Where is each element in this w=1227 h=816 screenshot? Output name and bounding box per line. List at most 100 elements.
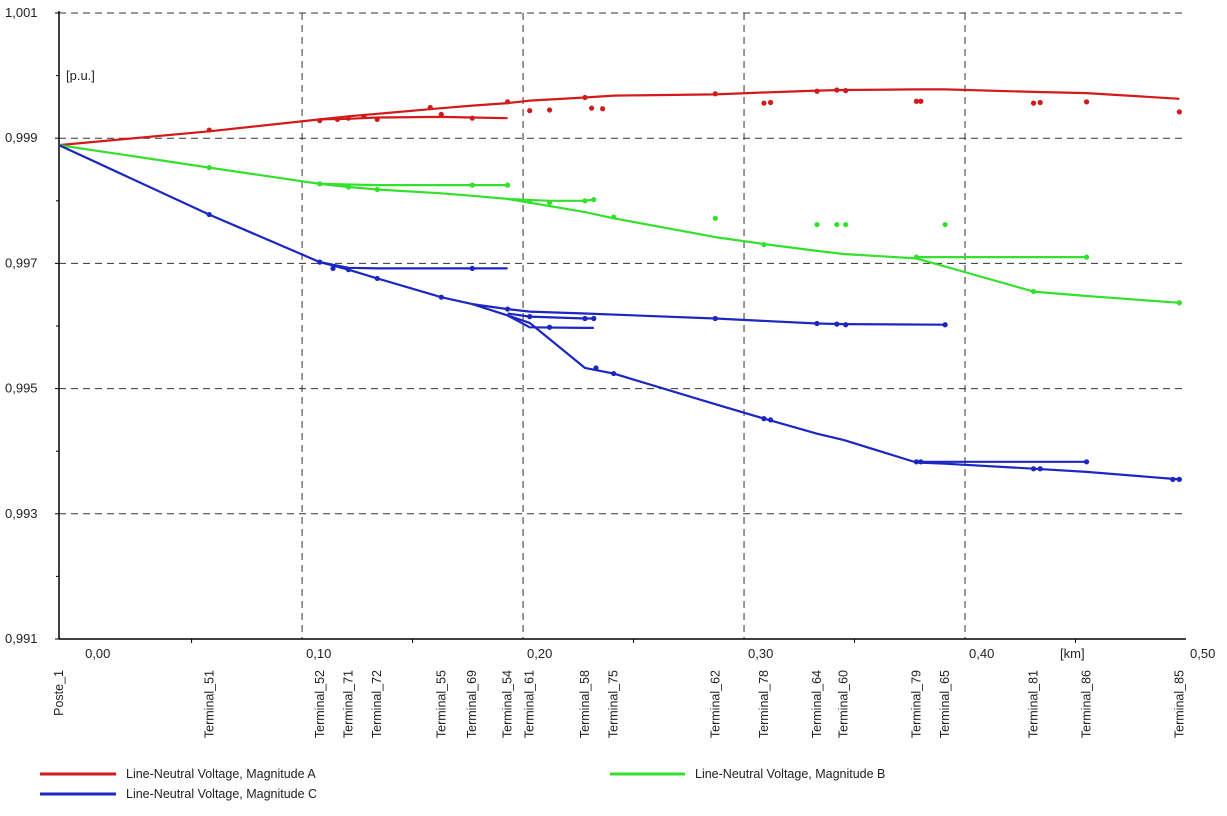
series-point-3: [834, 321, 840, 327]
terminal-label: Terminal_69: [465, 670, 479, 738]
series-point-1: [527, 108, 533, 114]
series-point-3: [767, 417, 774, 423]
series-point-1: [374, 116, 380, 123]
series-point-1: [1083, 99, 1090, 105]
series-point-1: [913, 98, 920, 104]
series-point-3: [942, 322, 948, 328]
terminal-label: Terminal_65: [938, 670, 952, 738]
series-point-2: [814, 221, 820, 228]
series-point-3: [330, 265, 336, 272]
series-point-1: [504, 99, 511, 105]
series-point-1: [1037, 99, 1043, 106]
series-point-1: [767, 99, 774, 106]
series-point-2: [206, 165, 212, 171]
series-point-2: [1176, 300, 1182, 306]
x-tick-label: 0,20: [527, 646, 552, 661]
series-point-1: [712, 91, 718, 97]
series-point-3: [1170, 476, 1176, 482]
terminal-label: Terminal_55: [434, 670, 448, 738]
terminal-label: Terminal_64: [810, 670, 824, 738]
series-point-2: [582, 198, 588, 204]
series-point-2: [942, 221, 948, 228]
series-point-3: [1176, 476, 1182, 482]
series-point-2: [591, 196, 597, 203]
terminal-label: Terminal_62: [708, 670, 722, 738]
terminal-label: Terminal_85: [1172, 670, 1186, 738]
series-point-1: [600, 106, 606, 112]
terminal-label: Terminal_61: [523, 670, 537, 738]
series-point-3: [591, 315, 597, 322]
series-line-1: [58, 88, 1180, 147]
x-axis-unit-label: [km]: [1060, 646, 1085, 661]
series-point-2: [504, 182, 511, 188]
legend-label-1: Line-Neutral Voltage, Magnitude A: [126, 767, 316, 781]
series-point-1: [427, 104, 433, 111]
terminal-label: Terminal_58: [578, 670, 592, 738]
terminal-label: Terminal_60: [836, 670, 850, 738]
series-point-3: [317, 259, 323, 265]
series-point-1: [843, 88, 849, 94]
series-point-3: [611, 370, 617, 377]
terminal-label: Terminal_86: [1080, 670, 1094, 738]
series-point-1: [345, 115, 352, 121]
series-point-3: [814, 320, 820, 327]
series-point-3: [527, 314, 533, 320]
series-point-1: [438, 111, 444, 118]
terminal-label: Terminal_54: [501, 670, 515, 738]
series-point-3: [469, 265, 475, 272]
y-tick-label: 0,995: [5, 381, 38, 396]
terminal-label: Terminal_72: [370, 670, 384, 738]
series-point-3: [345, 267, 352, 273]
series-point-2: [761, 242, 767, 248]
series-point-2: [345, 184, 352, 190]
grid-lines: [59, 12, 1186, 639]
series-point-3: [206, 211, 212, 218]
series-point-3: [1083, 459, 1090, 465]
legend-label-2: Line-Neutral Voltage, Magnitude B: [695, 767, 885, 781]
series-point-1: [317, 118, 323, 124]
terminal-label: Terminal_51: [202, 670, 216, 738]
series-point-1: [1176, 109, 1182, 115]
series-line-3: [472, 303, 946, 326]
series-point-3: [374, 275, 380, 282]
series-point-3: [918, 459, 924, 465]
x-tick-label: 0,30: [748, 646, 773, 661]
legend: Line-Neutral Voltage, Magnitude A Line-Ne…: [40, 767, 885, 801]
terminal-label: Terminal_52: [313, 670, 327, 738]
series-point-1: [361, 113, 367, 119]
series-point-2: [469, 182, 475, 188]
series-line-3: [58, 144, 1180, 481]
series-point-3: [712, 315, 718, 322]
series-point-1: [588, 105, 595, 111]
terminal-label: Terminal_81: [1027, 670, 1041, 738]
series-point-3: [593, 365, 599, 371]
series-line-3: [319, 261, 508, 270]
series-point-3: [1030, 466, 1037, 472]
y-tick-label: 0,997: [5, 255, 38, 270]
series-point-1: [206, 127, 212, 133]
terminal-labels: Poste_1 Terminal_51 Terminal_52 Terminal_71…: [52, 670, 1186, 738]
axis-labels: [p.u.] [km]: [66, 68, 1085, 661]
series-point-1: [814, 88, 820, 94]
series-line-1: [319, 115, 508, 121]
legend-label-3: Line-Neutral Voltage, Magnitude C: [126, 787, 317, 801]
series-point-2: [1030, 288, 1037, 295]
series-point-3: [504, 306, 511, 312]
series-line-3: [507, 314, 594, 329]
series-point-1: [1030, 100, 1037, 106]
series-point-1: [334, 116, 341, 123]
terminal-label: Terminal_79: [909, 670, 923, 738]
series-line-2: [319, 182, 508, 187]
series-point-3: [582, 315, 588, 322]
series-point-2: [1083, 254, 1090, 260]
y-axis-unit-label: [p.u.]: [66, 68, 95, 83]
series-point-2: [843, 221, 849, 228]
series-point-3: [761, 416, 767, 422]
terminal-label: Terminal_71: [341, 670, 355, 738]
series-point-2: [712, 215, 718, 221]
series-point-2: [546, 200, 553, 206]
x-tick-label: 0,00: [85, 646, 110, 661]
y-tick-label: 0,991: [5, 631, 38, 646]
